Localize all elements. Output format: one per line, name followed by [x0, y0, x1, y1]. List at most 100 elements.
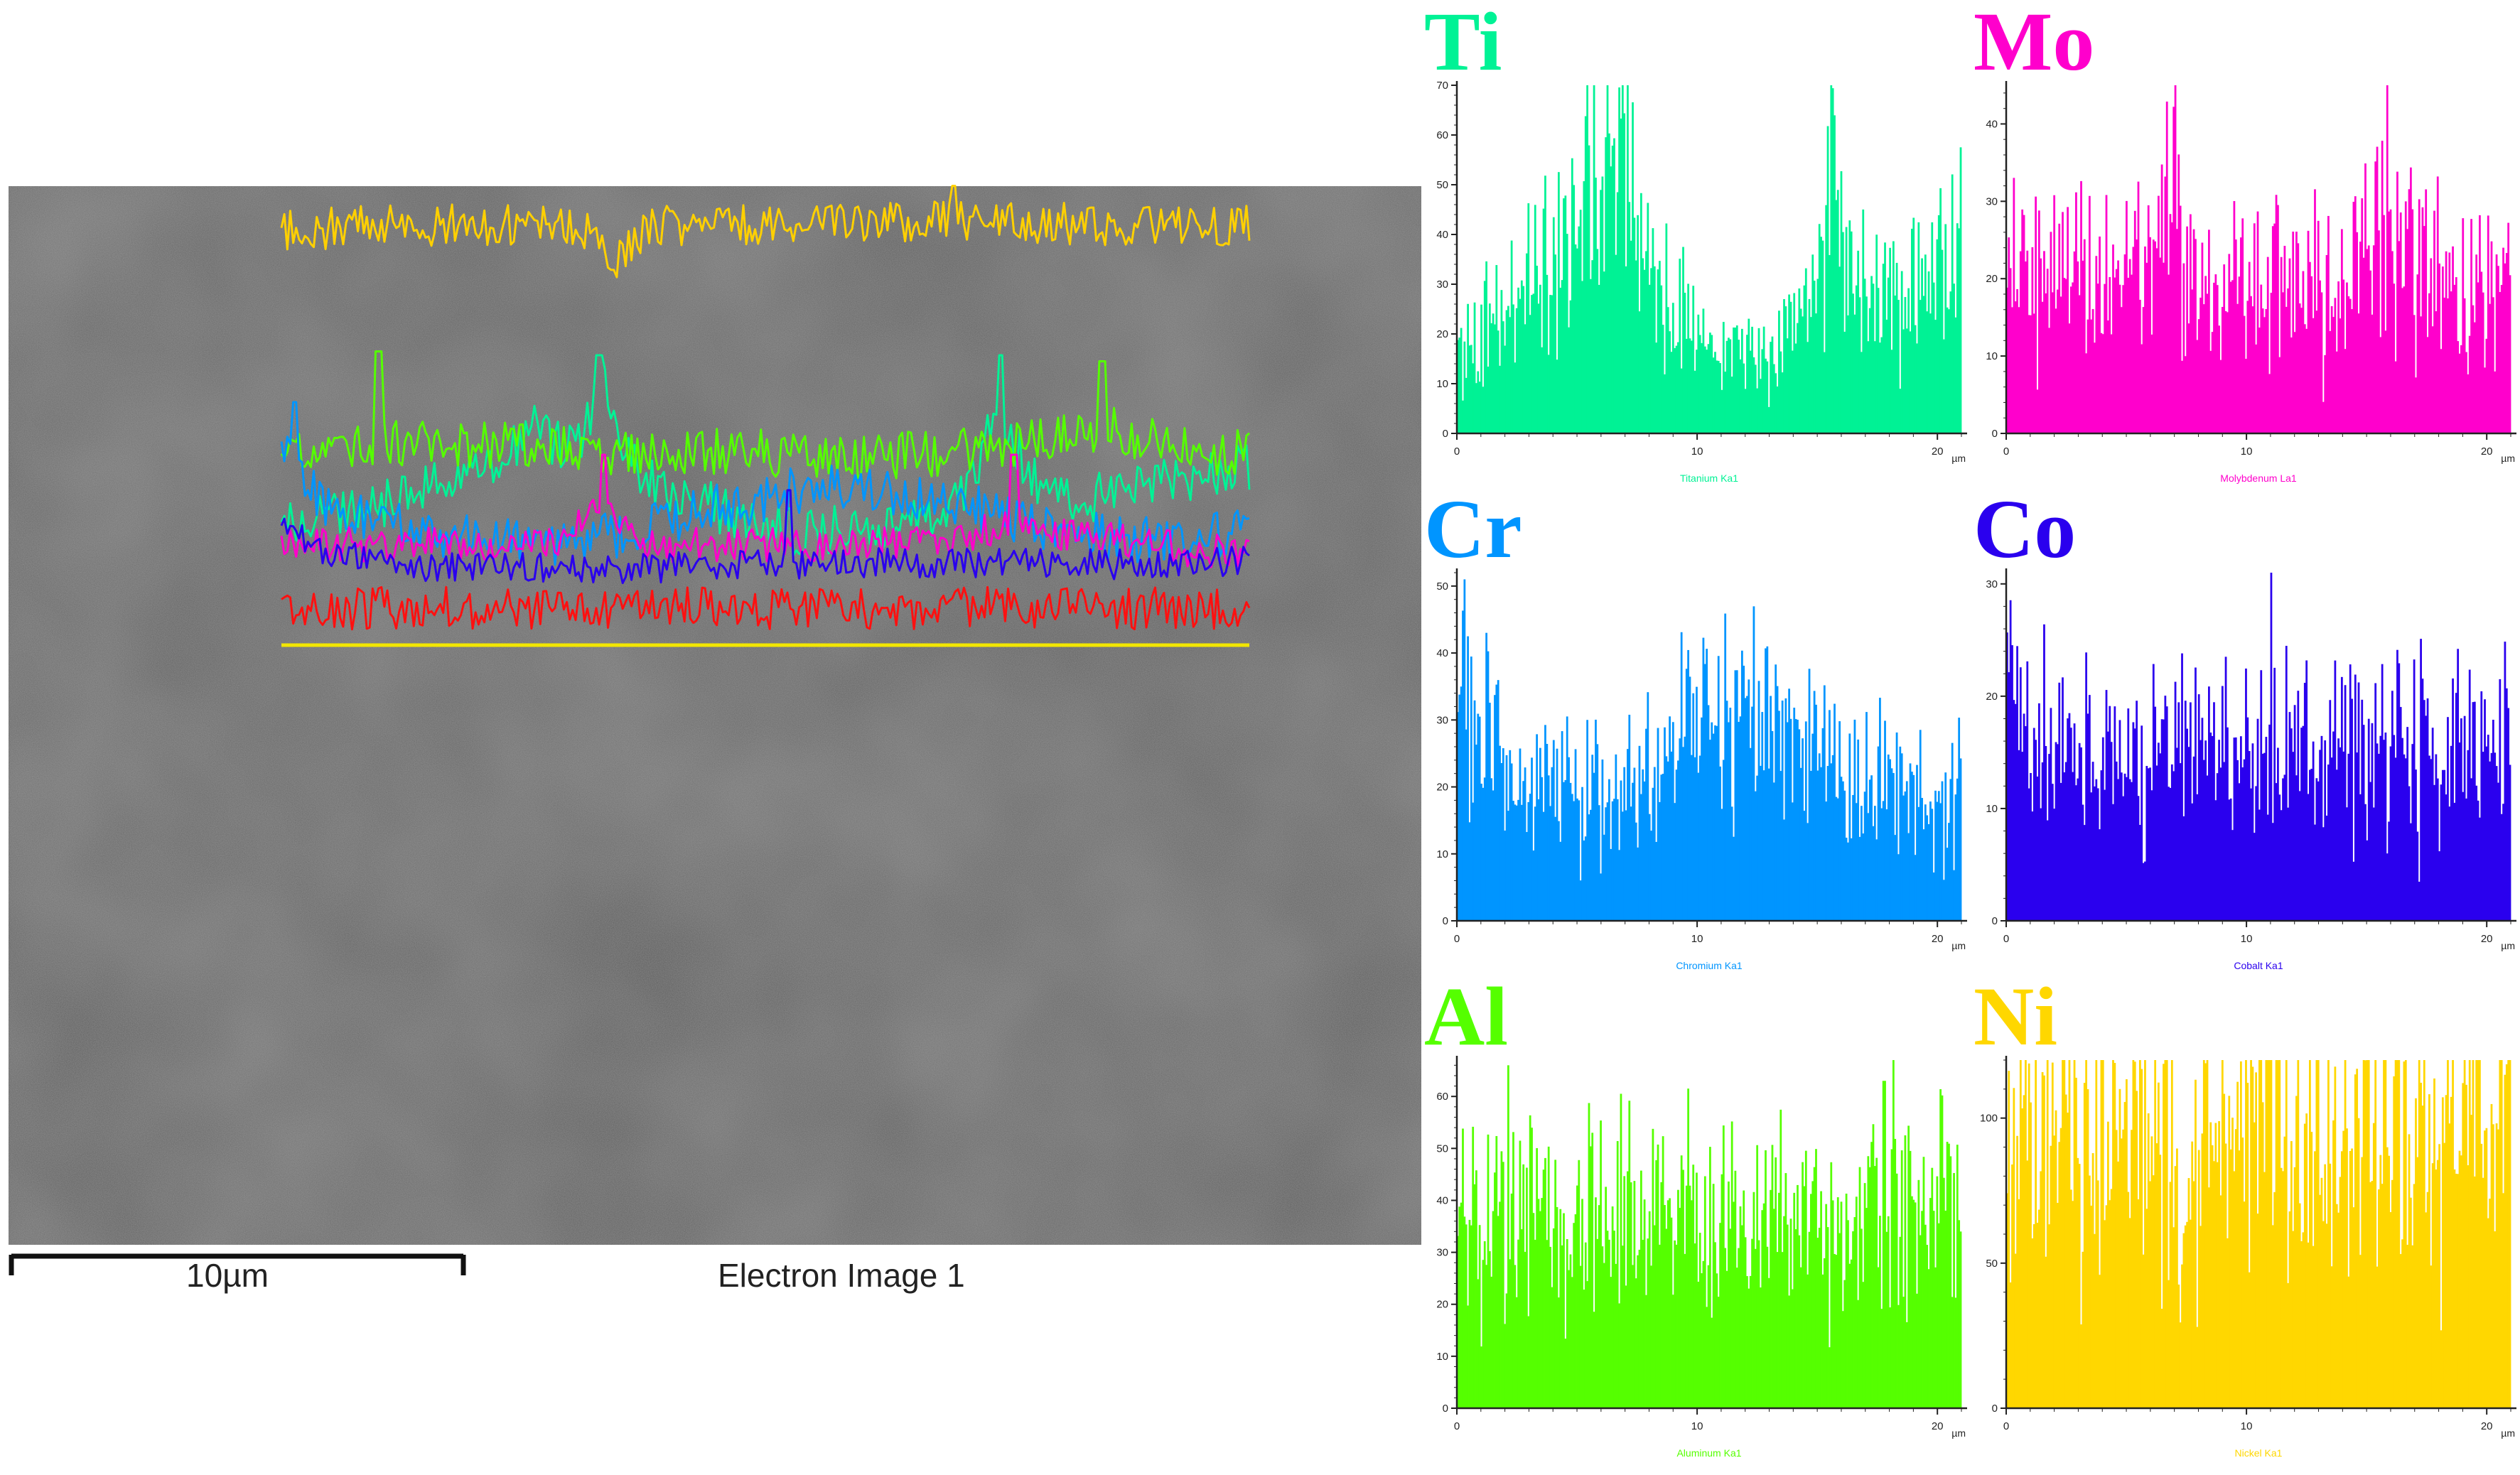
bar [1719, 766, 1721, 921]
bar [2045, 1256, 2047, 1408]
bar [2465, 1084, 2467, 1408]
bar [2253, 223, 2256, 433]
bar [1875, 1157, 1878, 1408]
bar [2275, 1060, 2278, 1408]
bar [1781, 700, 1784, 921]
bar [2245, 358, 2247, 433]
bar [2504, 642, 2506, 921]
bar [1865, 712, 1868, 921]
bar [2330, 306, 2333, 433]
bar [1574, 749, 1577, 921]
x-tick-label: 0 [1454, 933, 1460, 945]
bar [1721, 809, 1723, 921]
bar [1924, 254, 1927, 433]
bar [2234, 737, 2237, 921]
bar [2258, 809, 2261, 921]
bar [2477, 800, 2479, 921]
bar [1492, 1211, 1495, 1408]
bar [2137, 796, 2140, 921]
bar [1830, 1162, 1833, 1408]
bar [2253, 1122, 2256, 1408]
bar [1756, 1145, 1759, 1408]
bar [2425, 715, 2428, 921]
bar [2255, 344, 2258, 433]
bar [2169, 1182, 2172, 1408]
y-tick-label: 10 [1986, 350, 1998, 362]
bar [2122, 796, 2125, 921]
bar [2339, 1177, 2342, 1408]
bar [1589, 1146, 1592, 1408]
bar [1621, 1246, 1624, 1408]
bar [1648, 1211, 1651, 1408]
bar [2191, 289, 2194, 433]
bar [2231, 280, 2234, 433]
bar [1554, 254, 1557, 433]
bar [2112, 1060, 2114, 1408]
bar [2221, 1060, 2224, 1408]
bar [2332, 317, 2335, 433]
bar [1804, 268, 1807, 433]
bar [2468, 335, 2471, 433]
bar [2149, 1181, 2151, 1408]
bar [2292, 1231, 2295, 1408]
bar [2184, 1225, 2187, 1408]
bar [2219, 1195, 2222, 1408]
bar [1853, 314, 1856, 433]
bar [2091, 762, 2094, 921]
bar [1829, 255, 1831, 433]
bar [2137, 1199, 2140, 1408]
bar [2228, 254, 2231, 433]
bar [1547, 355, 1550, 433]
bar [2251, 306, 2254, 433]
bar [2335, 351, 2338, 433]
bar [2410, 167, 2412, 433]
bar [1922, 296, 1925, 433]
y-tick-label: 20 [1436, 1299, 1448, 1311]
bar [2315, 778, 2318, 921]
bar [2062, 212, 2064, 433]
bar [1470, 345, 1472, 433]
bar [2160, 164, 2163, 433]
bar [1770, 1189, 1772, 1408]
bar [2255, 786, 2258, 921]
bar [2270, 573, 2273, 921]
bar [1494, 1172, 1496, 1408]
bar [2107, 731, 2109, 921]
bar [1703, 1176, 1706, 1408]
bar [1748, 1288, 1750, 1408]
bar [1620, 780, 1622, 921]
bar [1808, 669, 1811, 921]
bar [1770, 696, 1772, 921]
bar [1519, 1140, 1522, 1408]
bar [2040, 808, 2042, 921]
bar [1697, 772, 1700, 921]
bar [1468, 822, 1471, 921]
bar [1682, 247, 1684, 433]
bar [1873, 341, 1876, 433]
bar [2410, 1197, 2412, 1408]
bar [1797, 1184, 1799, 1408]
bar [2485, 338, 2488, 433]
bar [2032, 313, 2035, 433]
bar [2416, 274, 2419, 433]
bar [2261, 1102, 2264, 1408]
bar [1712, 733, 1715, 921]
bar [1954, 1297, 1957, 1408]
bar [1953, 870, 1955, 921]
bar [2069, 728, 2072, 921]
bar [2182, 816, 2185, 921]
bar [2490, 752, 2493, 921]
bar [1659, 1244, 1661, 1408]
bar [1623, 113, 1626, 433]
bar [2357, 313, 2360, 433]
x-axis-label: Nickel Ka1 [2235, 1447, 2283, 1459]
bar [2072, 1201, 2074, 1408]
x-tick-label: 10 [1691, 445, 1703, 458]
bar [2450, 745, 2452, 921]
bar [2362, 1060, 2365, 1408]
bar [1948, 309, 1950, 433]
bar [2043, 251, 2045, 433]
bars-cr [1457, 579, 1962, 921]
bar [2302, 725, 2305, 921]
